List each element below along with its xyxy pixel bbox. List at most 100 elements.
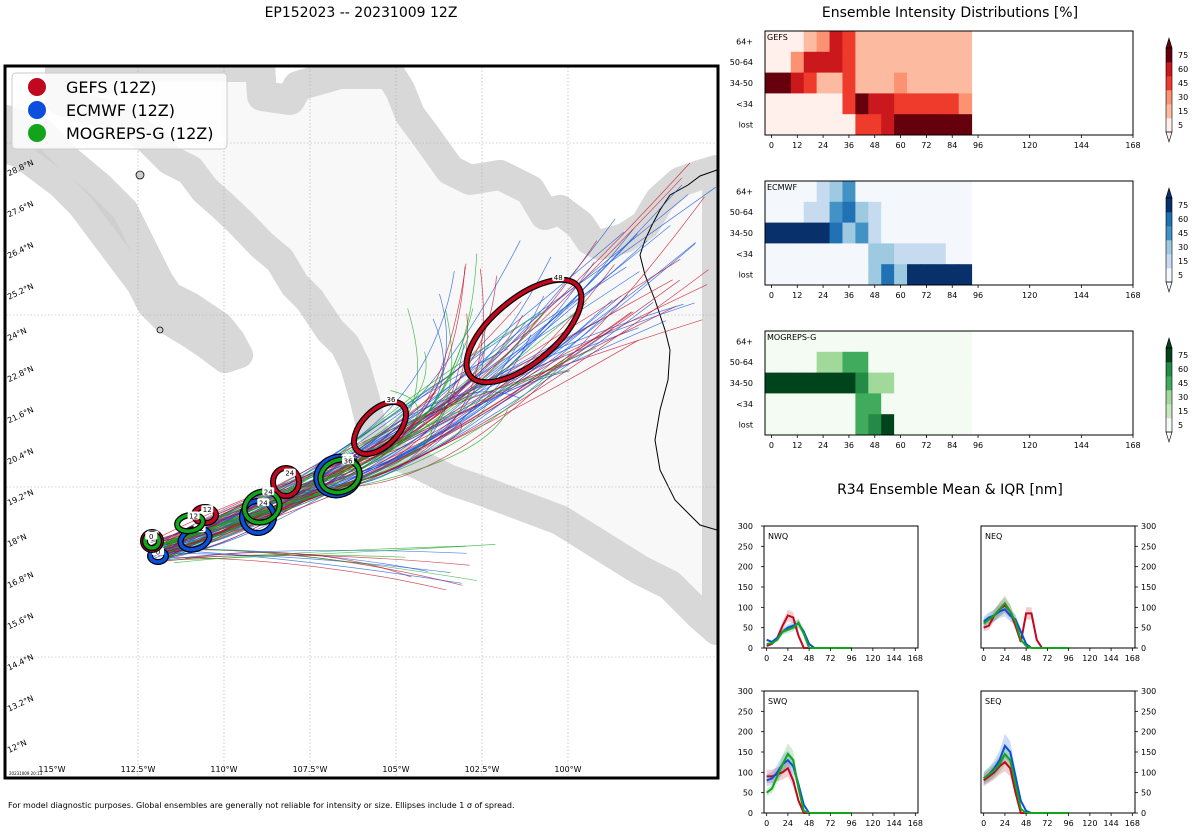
series-line-mogreps-g bbox=[983, 601, 1069, 649]
heatmap-cell bbox=[894, 93, 908, 115]
iqr-band bbox=[766, 618, 852, 648]
r34-y-tick: 200 bbox=[738, 728, 753, 737]
heatmap-cell bbox=[855, 31, 869, 53]
heatmap-cell bbox=[803, 222, 818, 244]
r34-x-tick: 168 bbox=[1125, 819, 1140, 828]
heatmap-cell bbox=[868, 181, 882, 203]
r34-title: R34 Ensemble Mean & IQR [nm] bbox=[837, 482, 1063, 498]
r34-panel-swq: SWQ 0 24 48 72 96 120 144 168 0 50 100 150 200 250 300 bbox=[738, 687, 923, 828]
heatmap-cell bbox=[919, 181, 934, 203]
r34-x-tick: 72 bbox=[825, 819, 835, 828]
heatmap-cell bbox=[855, 72, 869, 94]
heatmap-cell bbox=[919, 31, 934, 53]
heatmap-cell bbox=[803, 181, 818, 203]
ellipse-hour-label: 48 bbox=[554, 274, 563, 282]
track-line bbox=[165, 421, 461, 545]
r34-x-tick: 0 bbox=[764, 654, 769, 663]
r34-y-tick: 250 bbox=[1141, 707, 1156, 716]
heatmap-x-tick: 0 bbox=[769, 141, 774, 150]
heatmap-cell bbox=[868, 393, 882, 415]
heatmap-cell bbox=[777, 31, 792, 53]
heatmap-cell bbox=[829, 393, 843, 415]
heatmap-cell bbox=[777, 372, 792, 394]
heatmap-cell bbox=[790, 72, 805, 94]
heatmap-cell bbox=[958, 181, 973, 203]
heatmap-cell bbox=[777, 93, 792, 115]
colorbar-tick: 15 bbox=[1178, 407, 1188, 416]
colorbar-tick: 30 bbox=[1178, 393, 1188, 402]
heatmap-cell bbox=[907, 114, 921, 136]
heatmap-cell bbox=[765, 351, 779, 374]
island bbox=[135, 170, 145, 180]
ellipse-hour-label: 36 bbox=[344, 457, 353, 465]
r34-x-tick: 144 bbox=[1103, 819, 1118, 828]
heatmap-cell bbox=[842, 393, 856, 415]
r34-x-tick: 24 bbox=[783, 819, 793, 828]
ellipse-hour-label: 12 bbox=[203, 506, 212, 514]
track-line bbox=[165, 264, 615, 541]
heatmap-x-tick: 0 bbox=[769, 291, 774, 300]
heatmap-cell bbox=[868, 31, 882, 53]
heatmap-cell bbox=[919, 201, 934, 224]
heatmap-cell bbox=[958, 372, 973, 394]
heatmap-cell bbox=[855, 351, 869, 374]
r34-x-tick: 0 bbox=[981, 819, 986, 828]
r34-x-tick: 96 bbox=[847, 819, 857, 828]
heatmap-cell bbox=[777, 331, 792, 353]
heatmap-cell bbox=[777, 393, 792, 415]
heatmap-cell bbox=[881, 243, 895, 265]
colorbar-tick: 30 bbox=[1178, 243, 1188, 252]
heatmap-cell bbox=[868, 331, 882, 353]
r34-x-tick: 96 bbox=[847, 654, 857, 663]
heatmap-cell bbox=[816, 51, 831, 74]
ensemble-tracks bbox=[149, 162, 717, 591]
r34-y-tick: 100 bbox=[1141, 768, 1156, 777]
heatmap-cell bbox=[855, 222, 869, 244]
heatmap-cell bbox=[842, 93, 856, 115]
r34-x-tick: 120 bbox=[865, 654, 880, 663]
heatmap-cell bbox=[816, 243, 831, 265]
heatmap-x-tick: 48 bbox=[870, 441, 880, 450]
heatmap-x-tick: 72 bbox=[921, 141, 931, 150]
heatmap-x-tick: 144 bbox=[1074, 291, 1089, 300]
heatmap-cell bbox=[907, 372, 921, 394]
heatmap-cell bbox=[881, 372, 895, 394]
longitude-labels: 115°W 112.5°W 110°W 107.5°W 105°W 102.5°W 100°… bbox=[38, 765, 581, 774]
heatmap-cell bbox=[894, 331, 908, 353]
legend-gefs-marker bbox=[28, 78, 46, 96]
heatmap-cell bbox=[803, 201, 818, 224]
heatmap-cell bbox=[945, 114, 960, 136]
heatmap-cell bbox=[868, 93, 882, 115]
r34-x-tick: 144 bbox=[1103, 654, 1118, 663]
heatmap-cell bbox=[855, 93, 869, 115]
heatmap-cell bbox=[790, 51, 805, 74]
heatmap-cell bbox=[842, 114, 856, 136]
track-line bbox=[166, 262, 595, 560]
heatmap-cell bbox=[829, 181, 843, 203]
heatmap-cell bbox=[803, 243, 818, 265]
colorbar-tick: 60 bbox=[1178, 65, 1188, 74]
heatmap-cell bbox=[958, 414, 973, 436]
heatmap-cell bbox=[777, 72, 792, 94]
colorbar-tick: 75 bbox=[1178, 51, 1188, 60]
r34-panel-label: NEQ bbox=[985, 532, 1002, 541]
r34-panel-label: SWQ bbox=[768, 697, 787, 706]
heatmap-cell bbox=[790, 351, 805, 374]
heatmap-cell bbox=[868, 201, 882, 224]
track-line bbox=[161, 312, 542, 560]
gulf-coastline bbox=[639, 169, 717, 531]
heatmap-cell bbox=[803, 331, 818, 353]
heatmap-cell bbox=[945, 181, 960, 203]
track-line bbox=[162, 302, 587, 560]
legend-mogreps-marker bbox=[28, 124, 46, 142]
colorbar-tick: 75 bbox=[1178, 201, 1188, 210]
lon-label: 110°W bbox=[210, 765, 237, 774]
track-line bbox=[164, 554, 470, 566]
heatmap-panel-label: MOGREPS-G bbox=[767, 333, 816, 342]
heatmap-cell bbox=[855, 264, 869, 286]
r34-y-tick: 250 bbox=[738, 542, 753, 551]
spread-ellipse: 36 bbox=[351, 395, 409, 457]
r34-y-tick: 150 bbox=[1141, 583, 1156, 592]
heatmap-row-label: lost bbox=[739, 121, 753, 130]
heatmap-cell bbox=[932, 331, 947, 353]
